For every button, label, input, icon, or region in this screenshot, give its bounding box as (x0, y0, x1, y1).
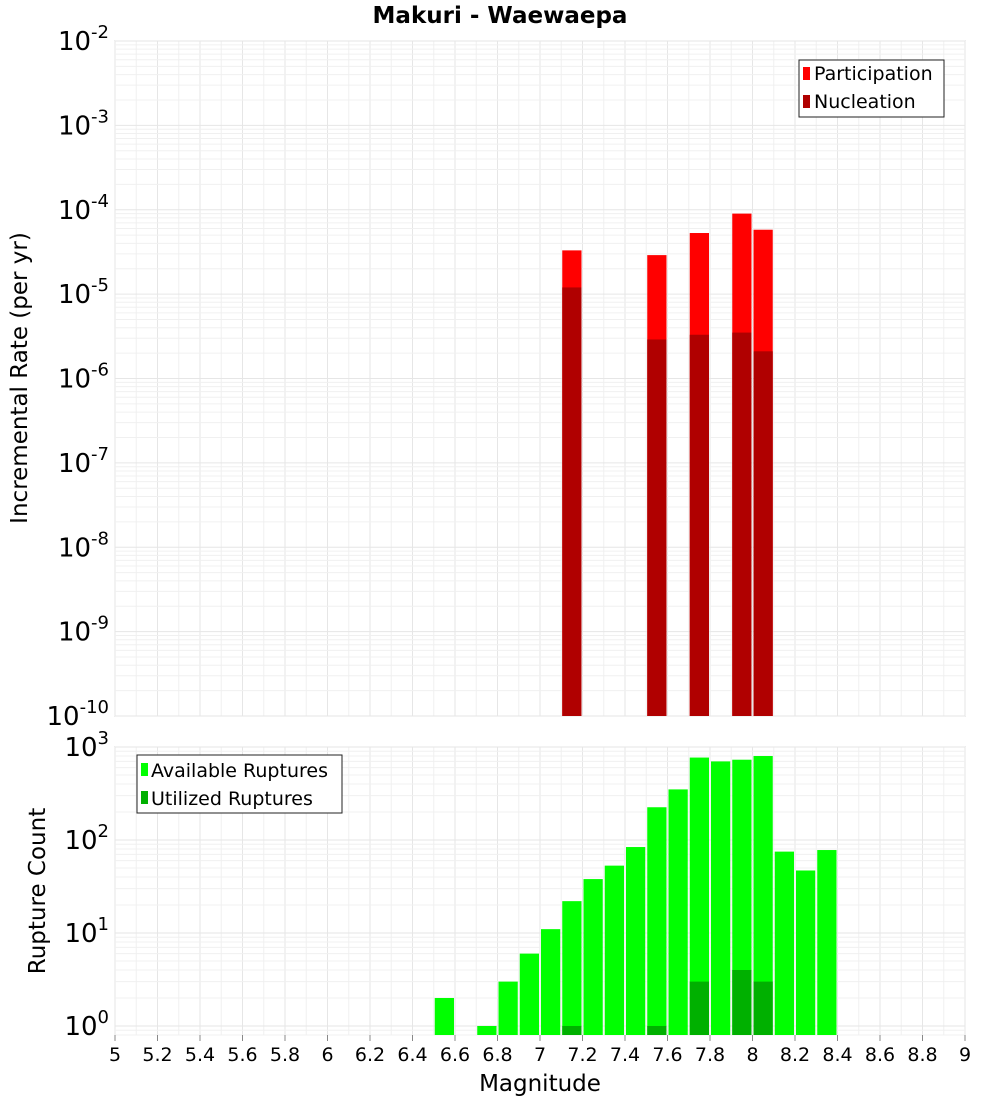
count-legend-box (136, 754, 343, 814)
participation-legend-label: Participation (814, 63, 933, 85)
x-tick-label: 6.4 (397, 1044, 427, 1066)
available-ruptures-bar (817, 850, 837, 1035)
available-ruptures-bar (498, 981, 518, 1035)
available-ruptures-bar (689, 757, 709, 1035)
x-axis-label: Magnitude (479, 1071, 601, 1097)
count-legend: Available Ruptures Utilized Ruptures (136, 754, 343, 814)
x-tick-label: 5.6 (227, 1044, 257, 1066)
nucleation-legend-label: Nucleation (814, 91, 916, 113)
utilized-legend-label: Utilized Ruptures (151, 788, 313, 810)
y-tick-label: 10-9 (58, 613, 109, 648)
x-tick-label: 6 (321, 1044, 333, 1066)
available-ruptures-bar (583, 879, 603, 1035)
x-tick-label: 6.8 (482, 1044, 512, 1066)
available-ruptures-bar (434, 997, 454, 1035)
utilized-ruptures-bar (647, 1025, 667, 1035)
x-tick-label: 9 (959, 1044, 971, 1066)
count-panel: 103 102 101 100 Rupture Count Available Rup… (25, 728, 966, 1042)
count-bars (434, 756, 837, 1035)
utilized-ruptures-bar (753, 981, 773, 1035)
utilized-legend-swatch (141, 791, 148, 804)
x-tick-label: 8.2 (780, 1044, 810, 1066)
nucleation-legend-swatch (803, 95, 810, 108)
rate-bars (562, 213, 773, 717)
available-ruptures-bar (796, 870, 816, 1035)
x-tick-label: 6.6 (440, 1044, 470, 1066)
count-y-ticks: 103 102 101 100 (64, 728, 109, 1042)
y-tick-label: 10-6 (58, 360, 109, 395)
x-tick-label: 7.8 (695, 1044, 725, 1066)
x-tick-label: 7.6 (652, 1044, 682, 1066)
nucleation-bar (689, 334, 709, 716)
x-tick-label: 7.4 (610, 1044, 640, 1066)
rate-y-axis-label: Incremental Rate (per yr) (7, 232, 33, 524)
nucleation-bar (753, 351, 773, 716)
y-tick-label: 10-10 (47, 697, 110, 732)
utilized-ruptures-bar (732, 969, 752, 1035)
y-tick-label: 102 (64, 821, 109, 856)
y-tick-label: 103 (64, 728, 109, 763)
y-tick-label: 10-2 (58, 22, 109, 57)
available-ruptures-bar (477, 1025, 497, 1035)
available-ruptures-bar (519, 953, 539, 1035)
rate-grid (114, 40, 966, 717)
x-tick-label: 5.4 (185, 1044, 215, 1066)
x-tick-label: 5.8 (270, 1044, 300, 1066)
available-ruptures-bar (647, 807, 667, 1035)
y-tick-label: 10-8 (58, 528, 109, 563)
available-ruptures-bar (711, 761, 731, 1035)
y-tick-label: 10-3 (58, 106, 109, 141)
available-legend-swatch (141, 763, 148, 776)
x-tick-label: 7.2 (567, 1044, 597, 1066)
nucleation-bar (562, 287, 582, 716)
x-axis-ticks: 5 5.2 5.4 5.6 5.8 6 6.2 6.4 6.6 6.8 7 7.2 7.4 7.6 7.8 8… (109, 1035, 971, 1066)
y-tick-label: 101 (64, 914, 109, 949)
y-tick-label: 10-4 (58, 191, 109, 226)
rate-panel: 10-2 10-3 10-4 10-5 10-6 10-7 10-8 10-9 10-10 In… (7, 22, 966, 732)
x-tick-label: 8.8 (907, 1044, 937, 1066)
available-ruptures-bar (626, 847, 646, 1035)
nucleation-bar (732, 332, 752, 716)
y-tick-label: 10-5 (58, 275, 109, 310)
rate-legend: Participation Nucleation (798, 59, 945, 118)
x-tick-label: 6.2 (355, 1044, 385, 1066)
y-tick-label: 10-7 (58, 444, 109, 479)
utilized-ruptures-bar (689, 981, 709, 1035)
chart-title: Makuri - Waewaepa (373, 3, 628, 29)
available-ruptures-bar (604, 865, 624, 1035)
nucleation-bar (647, 339, 667, 716)
x-tick-label: 7 (534, 1044, 546, 1066)
available-ruptures-bar (774, 851, 794, 1035)
participation-legend-swatch (803, 67, 810, 80)
x-tick-label: 5 (109, 1044, 121, 1066)
available-ruptures-bar (562, 901, 582, 1035)
rate-y-ticks: 10-2 10-3 10-4 10-5 10-6 10-7 10-8 10-9 10-10 (47, 22, 110, 732)
x-tick-label: 8.6 (865, 1044, 895, 1066)
rate-legend-box (798, 59, 945, 118)
x-tick-label: 8 (746, 1044, 758, 1066)
x-tick-label: 8.4 (822, 1044, 852, 1066)
utilized-ruptures-bar (562, 1025, 582, 1035)
available-legend-label: Available Ruptures (151, 760, 328, 782)
available-ruptures-bar (753, 756, 773, 1035)
available-ruptures-bar (732, 759, 752, 1035)
count-y-axis-label: Rupture Count (25, 808, 51, 974)
x-tick-label: 5.2 (142, 1044, 172, 1066)
available-ruptures-bar (668, 789, 688, 1035)
y-tick-label: 100 (64, 1007, 109, 1042)
available-ruptures-bar (541, 929, 561, 1035)
